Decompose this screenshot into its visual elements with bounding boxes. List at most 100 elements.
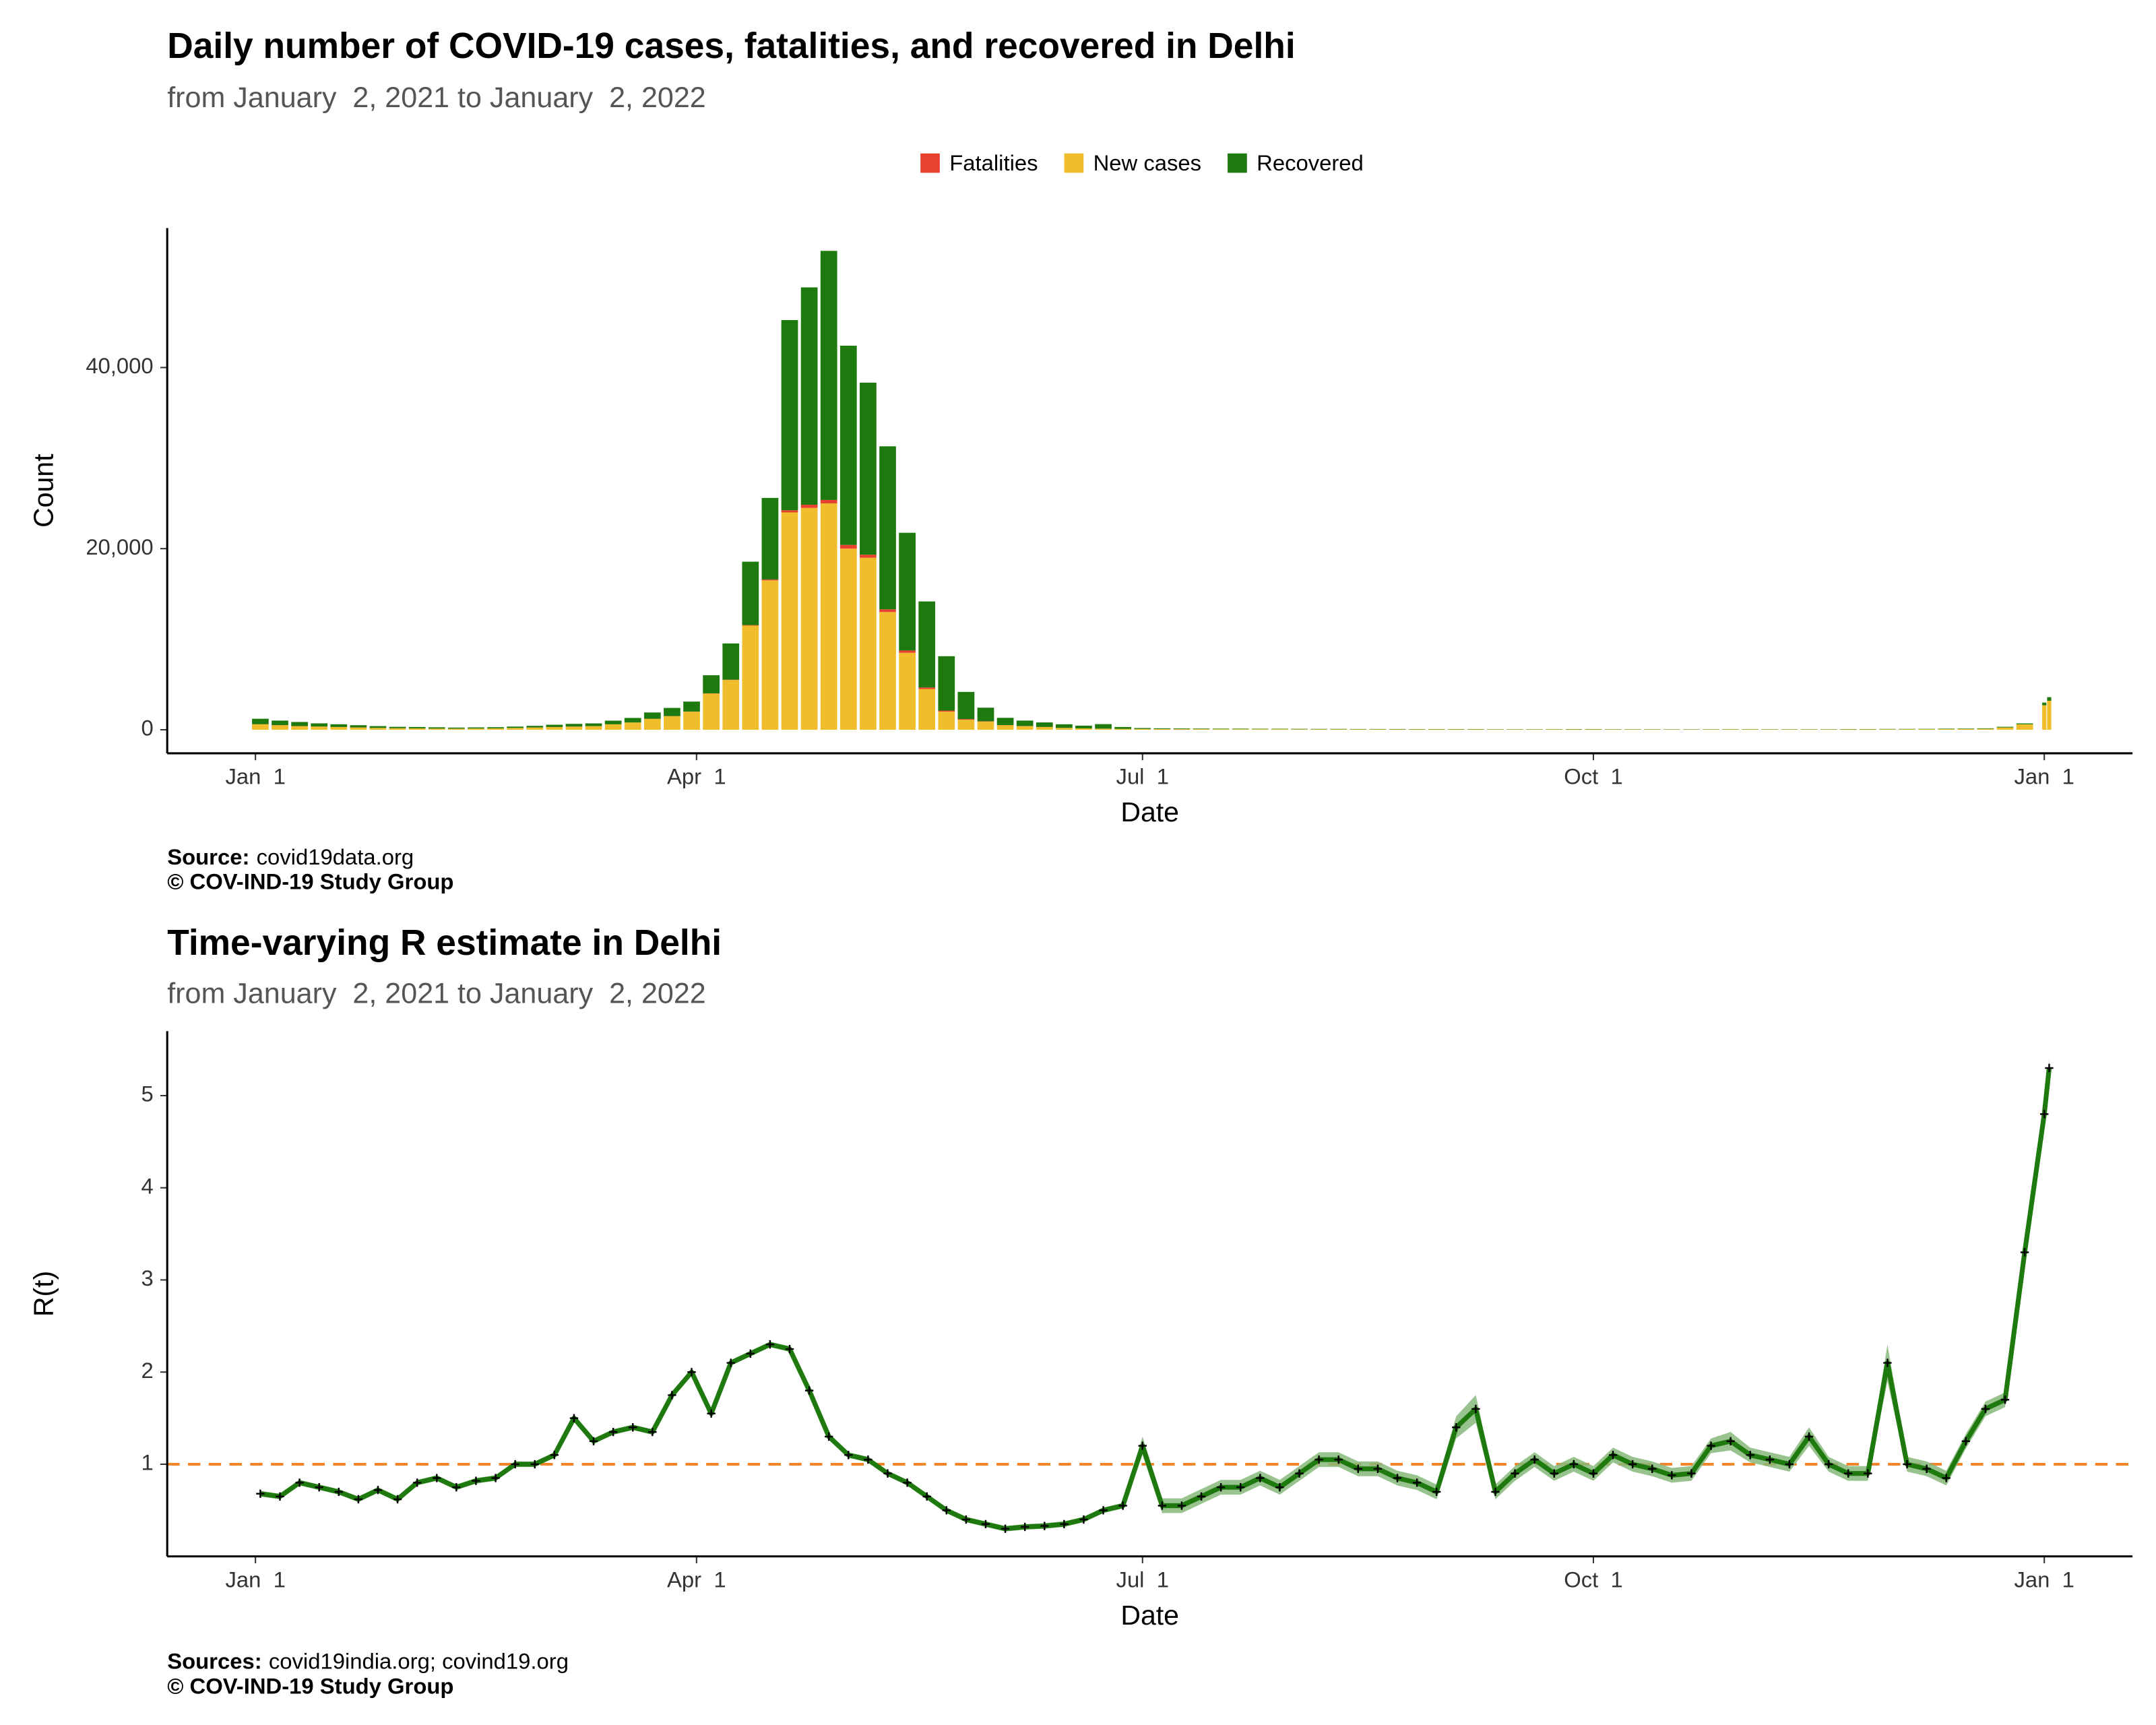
point-marker (589, 1437, 598, 1445)
bar-segment (624, 718, 641, 723)
bar-segment (1350, 729, 1367, 730)
bar-segment (1389, 729, 1406, 730)
y-tick-label: 0 (141, 716, 153, 741)
y-tick-label: 1 (141, 1450, 153, 1475)
point-marker (1216, 1483, 1226, 1492)
point-marker (295, 1478, 304, 1487)
bar-segment (389, 726, 406, 728)
point-marker (1314, 1455, 1323, 1464)
bar-segment (1742, 729, 1759, 730)
bar-segment (683, 712, 700, 730)
point-marker (1393, 1474, 1402, 1482)
bar-segment (1036, 722, 1053, 727)
bar-segment (683, 701, 700, 712)
bar-segment (977, 721, 994, 722)
legend-key (1228, 153, 1247, 173)
point-marker (1864, 1469, 1872, 1478)
point-marker (1452, 1423, 1461, 1432)
bar-segment (820, 499, 837, 504)
bar-segment (957, 719, 975, 720)
bar-segment (624, 722, 641, 730)
bar-segment (2047, 701, 2052, 730)
bar-segment (1938, 729, 1955, 730)
bar-segment (761, 579, 779, 581)
bar-segment (1016, 720, 1034, 726)
point-marker (472, 1476, 480, 1485)
point-marker (1765, 1455, 1775, 1464)
point-marker (1118, 1501, 1127, 1510)
point-marker (746, 1349, 755, 1358)
bar-segment (742, 625, 759, 730)
bar-segment (507, 728, 524, 730)
x-tick-label: Jul 1 (1116, 764, 1169, 789)
bar-segment (1977, 728, 1994, 730)
point-marker (1903, 1460, 1911, 1469)
point-marker (785, 1344, 794, 1354)
bar-segment (918, 689, 936, 730)
bar-segment (643, 712, 661, 719)
bar-segment (800, 287, 818, 505)
point-marker (961, 1515, 971, 1524)
bar-segment (369, 728, 387, 730)
point-marker (1197, 1492, 1206, 1501)
bar-segment (604, 724, 622, 730)
bar-segment (1957, 728, 1975, 729)
legend-label: Fatalities (949, 150, 1038, 175)
bar-segment (1095, 724, 1112, 729)
bar-segment (1114, 726, 1132, 729)
bar-segment (1056, 728, 1073, 730)
bar-segment (1075, 728, 1092, 730)
point-marker (608, 1427, 618, 1437)
caption-source: covid19data.org (257, 844, 414, 869)
bar-segment (2047, 697, 2052, 701)
point-marker (1471, 1404, 1480, 1414)
point-marker (1236, 1483, 1245, 1492)
bar-segment (1330, 729, 1348, 730)
bar-segment (565, 726, 583, 730)
bar-segment (820, 251, 837, 500)
point-marker (1373, 1464, 1383, 1473)
bar-segment (428, 728, 445, 730)
point-marker (1138, 1441, 1147, 1450)
chart-title: Time-varying R estimate in Delhi (167, 923, 722, 963)
point-marker (648, 1427, 657, 1437)
bar-segment (1899, 728, 1915, 730)
bar-segment (546, 726, 563, 730)
bar-segment (860, 555, 877, 558)
bar-segment (350, 727, 367, 730)
caption-label: Sources: (167, 1648, 261, 1673)
caption-label: Source: (167, 844, 249, 869)
bar-segment (2042, 705, 2047, 730)
plot: 1 2 3 4 5 Jan 1 Apr 1 Jul 1 Oct 1 Jan 1 (141, 1031, 2133, 1592)
bar-segment (1330, 728, 1348, 730)
bar-segment (1153, 728, 1171, 729)
point-marker (1295, 1469, 1304, 1478)
bar-segment (1996, 726, 2014, 728)
y-tick-label: 40,000 (86, 353, 153, 378)
bar-segment (350, 725, 367, 728)
x-tick-label: Jul 1 (1116, 1567, 1169, 1592)
bar-segment (507, 726, 524, 728)
point-marker (1412, 1478, 1422, 1487)
point-marker (1001, 1524, 1010, 1533)
bar-segment (604, 720, 622, 724)
point-marker (1922, 1464, 1931, 1473)
point-marker (1589, 1469, 1598, 1478)
point-marker (1550, 1469, 1558, 1478)
bar-segment (742, 625, 759, 626)
bar-segment (428, 727, 445, 729)
x-tick-label: Apr 1 (667, 1567, 726, 1592)
y-tick-label: 4 (141, 1173, 153, 1198)
bar-segment (1879, 729, 1896, 730)
plot: 0 20,000 40,000 Jan 1 Apr 1 Jul 1 Oct 1 Jan 1 Fa… (86, 150, 2133, 789)
point-marker (1099, 1506, 1108, 1515)
point-marker (433, 1474, 441, 1482)
point-marker (1040, 1522, 1049, 1530)
bar-segment (761, 580, 779, 730)
x-axis-title: Date (1120, 1600, 1179, 1631)
bar-segment (664, 708, 680, 716)
chart-title: Daily number of COVID-19 cases, fataliti… (167, 26, 1295, 66)
point-marker (707, 1409, 716, 1418)
bar-segment (311, 723, 328, 727)
